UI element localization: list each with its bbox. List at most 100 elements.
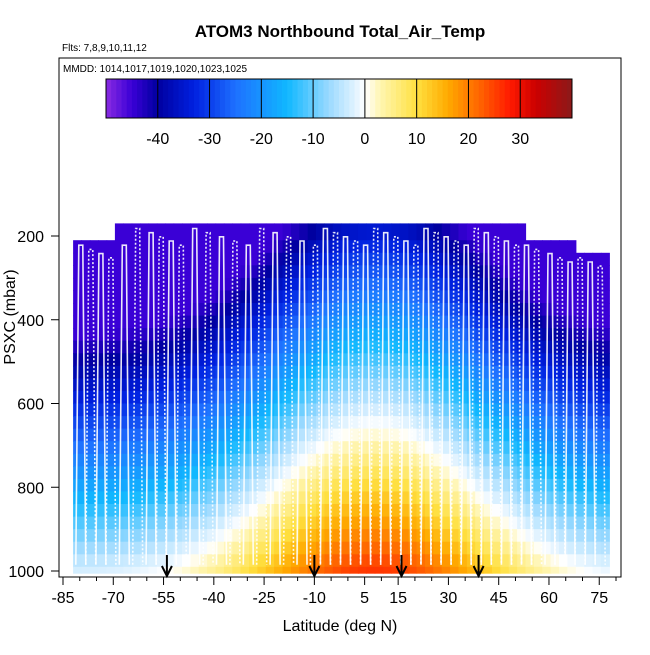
heatmap-cell xyxy=(173,403,183,417)
heatmap-cell xyxy=(575,403,585,417)
heatmap-cell xyxy=(257,390,267,405)
heatmap-cell xyxy=(533,340,543,354)
heatmap-cell xyxy=(408,265,418,279)
heatmap-cell xyxy=(433,277,443,292)
heatmap-cell xyxy=(240,466,250,480)
colorbar-segment xyxy=(489,79,495,118)
colorbar-segment xyxy=(313,79,319,118)
heatmap-cell xyxy=(232,566,242,574)
heatmap-cell xyxy=(240,491,250,505)
heatmap-cell xyxy=(156,441,166,455)
heatmap-cell xyxy=(433,516,443,530)
heatmap-cell xyxy=(517,390,527,405)
heatmap-cell xyxy=(441,277,451,292)
heatmap-cell xyxy=(366,466,376,480)
heatmap-cell xyxy=(98,240,108,254)
heatmap-cell xyxy=(131,566,141,574)
heatmap-cell xyxy=(131,277,141,292)
heatmap-cell xyxy=(533,566,543,574)
heatmap-cell xyxy=(165,378,175,392)
heatmap-cell xyxy=(265,378,275,392)
heatmap-cell xyxy=(257,315,267,329)
heatmap-cell xyxy=(374,541,384,555)
heatmap-cell xyxy=(89,491,99,505)
heatmap-cell xyxy=(257,378,267,392)
heatmap-cell xyxy=(517,453,527,467)
heatmap-cell xyxy=(592,504,602,518)
heatmap-cell xyxy=(575,516,585,530)
colorbar-segment xyxy=(307,79,314,118)
heatmap-cell xyxy=(441,290,451,304)
colorbar-segment xyxy=(106,79,112,118)
heatmap-cell xyxy=(433,390,443,405)
heatmap-cell xyxy=(265,303,275,317)
colorbar-segment xyxy=(116,79,122,118)
heatmap-cell xyxy=(450,541,460,555)
heatmap-cell xyxy=(508,478,518,493)
heatmap-cell xyxy=(500,328,510,342)
heatmap-cell xyxy=(492,541,501,555)
colorbar-tick-label: -30 xyxy=(198,131,221,148)
heatmap-cell xyxy=(533,353,543,367)
flights-label: Flts: 7,8,9,10,11,12 xyxy=(62,43,147,54)
colorbar-segment xyxy=(442,79,449,118)
heatmap-cell xyxy=(173,516,183,530)
heatmap-cell xyxy=(106,403,116,417)
heatmap-cell xyxy=(466,328,476,342)
heatmap-cell xyxy=(575,365,585,379)
heatmap-cell xyxy=(349,315,359,329)
heatmap-cell xyxy=(366,328,376,342)
heatmap-cell xyxy=(391,353,401,367)
heatmap-cell xyxy=(425,516,434,530)
heatmap-cell xyxy=(450,466,460,480)
heatmap-cell xyxy=(106,353,116,367)
flight-profile xyxy=(118,244,131,565)
heatmap-cell xyxy=(383,541,393,555)
heatmap-cell xyxy=(232,290,242,304)
colorbar-segment xyxy=(349,79,355,118)
colorbar-segment xyxy=(121,79,128,118)
heatmap-cell xyxy=(148,353,158,367)
heatmap-cell xyxy=(131,328,141,342)
heatmap-cell xyxy=(81,441,91,455)
heatmap-cell xyxy=(416,315,426,329)
heatmap-cell xyxy=(274,290,284,304)
heatmap-cell xyxy=(383,504,393,518)
heatmap-cell xyxy=(73,554,83,568)
heatmap-cell xyxy=(450,328,460,342)
heatmap-cell xyxy=(492,353,501,367)
heatmap-cell xyxy=(182,529,191,543)
heatmap-cell xyxy=(165,529,175,543)
heatmap-cell xyxy=(584,390,594,405)
heatmap-cell xyxy=(550,403,560,417)
heatmap-cell xyxy=(182,478,191,493)
heatmap-cell xyxy=(475,529,485,543)
heatmap-cell xyxy=(249,478,258,493)
heatmap-cell xyxy=(584,328,594,342)
heatmap-cell xyxy=(433,328,443,342)
heatmap-cell xyxy=(98,390,108,405)
heatmap-cell xyxy=(357,504,367,518)
x-tick-label: -10 xyxy=(303,590,326,607)
heatmap-cell xyxy=(341,290,351,304)
heatmap-cell xyxy=(483,365,493,379)
heatmap-cell xyxy=(542,504,552,518)
heatmap-cell xyxy=(257,290,267,304)
heatmap-cell xyxy=(357,466,367,480)
heatmap-cell xyxy=(592,566,602,574)
heatmap-cell xyxy=(316,340,325,354)
heatmap-cell xyxy=(249,303,258,317)
heatmap-cell xyxy=(190,516,200,530)
heatmap-cell xyxy=(81,353,91,367)
heatmap-cell xyxy=(559,265,568,279)
heatmap-cell xyxy=(466,428,476,442)
heatmap-cell xyxy=(156,240,166,254)
heatmap-cell xyxy=(341,541,351,555)
heatmap-cell xyxy=(559,403,568,417)
heatmap-cell xyxy=(73,240,83,254)
colorbar-segment xyxy=(421,79,428,118)
heatmap-cell xyxy=(73,252,83,266)
heatmap-cell xyxy=(408,466,418,480)
heatmap-cell xyxy=(114,403,124,417)
heatmap-cell xyxy=(190,252,200,266)
